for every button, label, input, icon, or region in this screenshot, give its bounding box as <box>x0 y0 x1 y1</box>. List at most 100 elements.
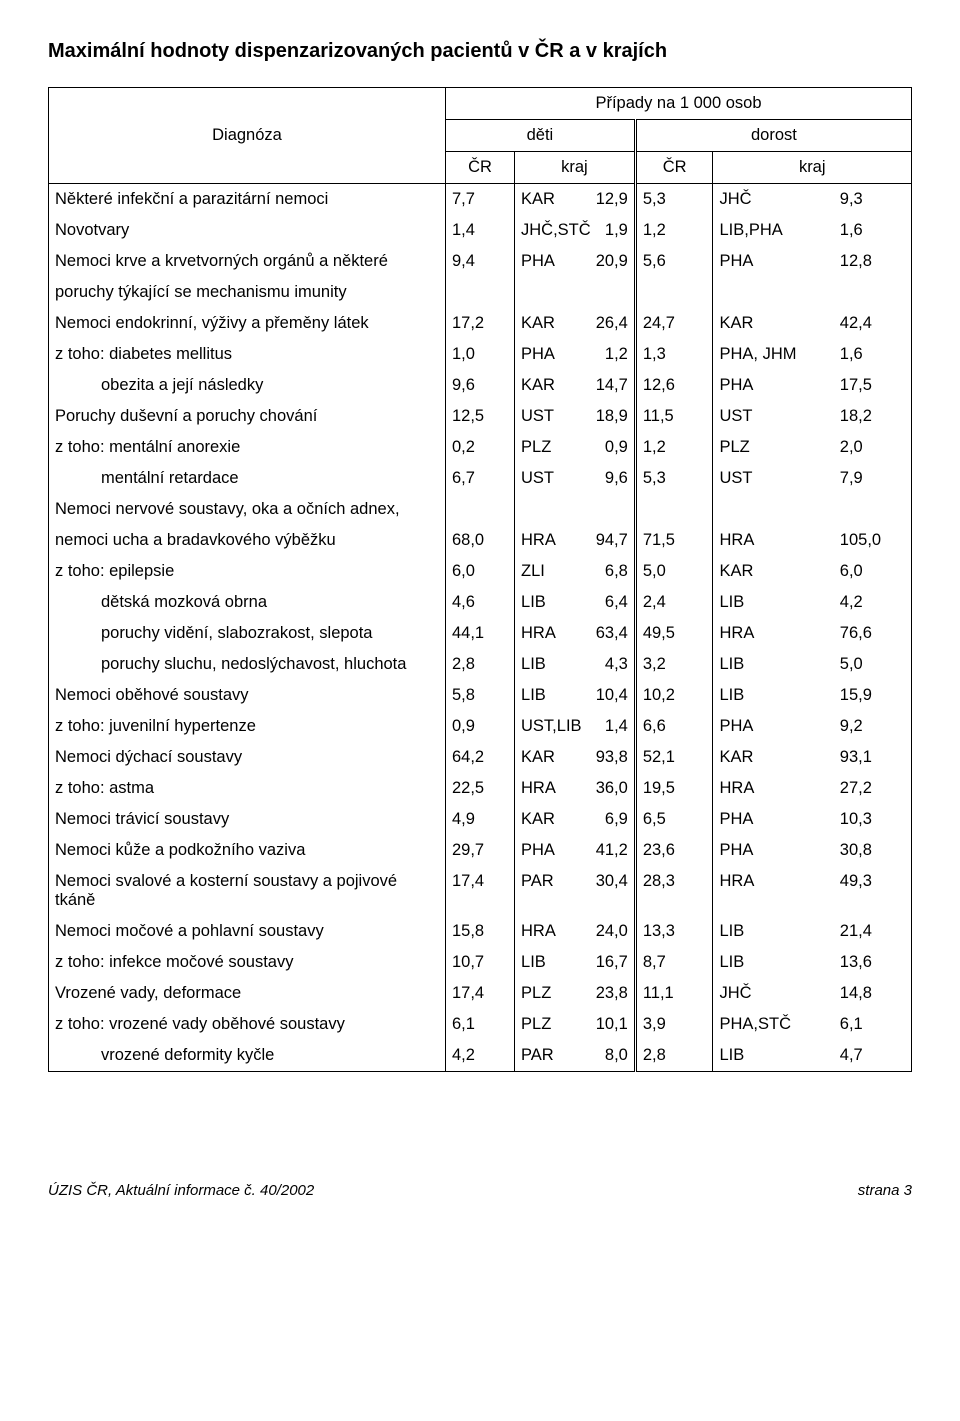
cell-diagnosis: poruchy vidění, slabozrakost, slepota <box>49 618 446 649</box>
cell-cr-dorost: 1,3 <box>635 339 713 370</box>
cell-cr-deti: 5,8 <box>445 680 514 711</box>
cell-kraj-dorost-code: HRA <box>713 618 834 649</box>
cell-cr-dorost: 49,5 <box>635 618 713 649</box>
cell-kraj-deti: LIB6,4 <box>515 587 636 618</box>
cell-cr-dorost: 1,2 <box>635 432 713 463</box>
cell-kraj-dorost-code: KAR <box>713 556 834 587</box>
cell-kraj-dorost-code: LIB <box>713 916 834 947</box>
cell-diagnosis: z toho: juvenilní hypertenze <box>49 711 446 742</box>
cell-kraj-dorost-val: 30,8 <box>834 835 912 866</box>
table-row: poruchy vidění, slabozrakost, slepota44,… <box>49 618 912 649</box>
cell-kraj-deti: JHČ,STČ1,9 <box>515 215 636 246</box>
cell-cr-dorost: 6,6 <box>635 711 713 742</box>
cell-kraj-deti: ZLI6,8 <box>515 556 636 587</box>
cell-kraj-dorost-val: 14,8 <box>834 978 912 1009</box>
cell-diagnosis: Novotvary <box>49 215 446 246</box>
table-row: Nemoci svalové a kosterní soustavy a poj… <box>49 866 912 916</box>
table-row: poruchy sluchu, nedoslýchavost, hluchota… <box>49 649 912 680</box>
cell-cr-deti: 15,8 <box>445 916 514 947</box>
cell-kraj-deti: KAR12,9 <box>515 184 636 216</box>
cell-kraj-dorost-val: 5,0 <box>834 649 912 680</box>
cell-cr-dorost: 5,3 <box>635 463 713 494</box>
footer-right: strana 3 <box>858 1182 912 1199</box>
cell-cr-deti: 6,7 <box>445 463 514 494</box>
cell-cr-dorost: 2,4 <box>635 587 713 618</box>
cell-kraj-deti: UST18,9 <box>515 401 636 432</box>
cell-cr-dorost: 6,5 <box>635 804 713 835</box>
cell-kraj-dorost-val: 18,2 <box>834 401 912 432</box>
cell-kraj-dorost-val: 49,3 <box>834 866 912 916</box>
cell-kraj-dorost-val: 9,3 <box>834 184 912 216</box>
cell-cr-deti: 6,1 <box>445 1009 514 1040</box>
cell-kraj-dorost-code: LIB <box>713 587 834 618</box>
header-cr-1: ČR <box>445 152 514 184</box>
table-row: nemoci ucha a bradavkového výběžku68,0HR… <box>49 525 912 556</box>
cell-cr-deti: 17,4 <box>445 978 514 1009</box>
table-row: Nemoci kůže a podkožního vaziva29,7PHA41… <box>49 835 912 866</box>
cell-kraj-deti: HRA63,4 <box>515 618 636 649</box>
cell-cr-dorost: 5,3 <box>635 184 713 216</box>
cell-kraj-dorost-code: LIB,PHA <box>713 215 834 246</box>
cell-kraj-dorost-val: 12,8 <box>834 246 912 277</box>
cell-kraj-deti: HRA36,0 <box>515 773 636 804</box>
table-row: vrozené deformity kyčle4,2PAR8,02,8LIB4,… <box>49 1040 912 1072</box>
cell-kraj-deti: UST,LIB1,4 <box>515 711 636 742</box>
cell-cr-deti: 68,0 <box>445 525 514 556</box>
cell-diagnosis: Nemoci svalové a kosterní soustavy a poj… <box>49 866 446 916</box>
cell-cr-deti: 2,8 <box>445 649 514 680</box>
cell-cr-deti: 0,2 <box>445 432 514 463</box>
cell-kraj-deti: PLZ10,1 <box>515 1009 636 1040</box>
cell-kraj-deti: HRA94,7 <box>515 525 636 556</box>
cell-kraj-dorost-val: 4,2 <box>834 587 912 618</box>
table-row: z toho: infekce močové soustavy10,7LIB16… <box>49 947 912 978</box>
cell-cr-deti: 17,4 <box>445 866 514 916</box>
table-row: Nemoci oběhové soustavy5,8LIB10,410,2LIB… <box>49 680 912 711</box>
cell-kraj-dorost-code: LIB <box>713 947 834 978</box>
cell-kraj-dorost-code: PHA, JHM <box>713 339 834 370</box>
cell-kraj-deti: PAR30,4 <box>515 866 636 916</box>
cell-cr-dorost: 19,5 <box>635 773 713 804</box>
cell-kraj-dorost-code: PHA <box>713 835 834 866</box>
cell-cr-deti: 29,7 <box>445 835 514 866</box>
cell-kraj-dorost-code: UST <box>713 463 834 494</box>
cell-cr-dorost: 8,7 <box>635 947 713 978</box>
cell-cr-deti: 1,4 <box>445 215 514 246</box>
cell-kraj-dorost-val: 15,9 <box>834 680 912 711</box>
table-row: dětská mozková obrna4,6LIB6,42,4LIB4,2 <box>49 587 912 618</box>
cell-kraj-dorost-val: 17,5 <box>834 370 912 401</box>
header-diagnoza: Diagnóza <box>49 120 446 152</box>
table-row: z toho: vrozené vady oběhové soustavy6,1… <box>49 1009 912 1040</box>
table-row: Nemoci endokrinní, výživy a přeměny láte… <box>49 308 912 339</box>
table-row: Vrozené vady, deformace17,4PLZ23,811,1JH… <box>49 978 912 1009</box>
table-row: mentální retardace6,7UST9,65,3UST7,9 <box>49 463 912 494</box>
cell-cr-dorost: 3,9 <box>635 1009 713 1040</box>
cell-diagnosis: Nemoci endokrinní, výživy a přeměny láte… <box>49 308 446 339</box>
cell-cr-dorost: 10,2 <box>635 680 713 711</box>
cell-diagnosis: Nemoci krve a krvetvorných orgánů a někt… <box>49 246 446 277</box>
table-row: Některé infekční a parazitární nemoci7,7… <box>49 184 912 216</box>
cell-kraj-dorost-val: 42,4 <box>834 308 912 339</box>
cell-diagnosis: Nemoci kůže a podkožního vaziva <box>49 835 446 866</box>
cell-kraj-deti: LIB10,4 <box>515 680 636 711</box>
cell-diagnosis: Nemoci trávicí soustavy <box>49 804 446 835</box>
cell-diagnosis: z toho: diabetes mellitus <box>49 339 446 370</box>
cell-diagnosis: dětská mozková obrna <box>49 587 446 618</box>
cell-cr-deti: 64,2 <box>445 742 514 773</box>
table-row: z toho: juvenilní hypertenze0,9UST,LIB1,… <box>49 711 912 742</box>
cell-kraj-dorost-code: PHA <box>713 804 834 835</box>
cell-diagnosis: poruchy sluchu, nedoslýchavost, hluchota <box>49 649 446 680</box>
table-row: poruchy týkající se mechanismu imunity <box>49 277 912 308</box>
cell-cr-deti: 4,6 <box>445 587 514 618</box>
cell-kraj-dorost-val: 4,7 <box>834 1040 912 1072</box>
cell-diagnosis: Nemoci nervové soustavy, oka a očních ad… <box>49 494 446 525</box>
header-deti: děti <box>445 120 635 152</box>
cell-kraj-dorost-val: 9,2 <box>834 711 912 742</box>
cell-diagnosis: poruchy týkající se mechanismu imunity <box>49 277 446 308</box>
cell-kraj-dorost-code: PLZ <box>713 432 834 463</box>
cell-cr-deti: 0,9 <box>445 711 514 742</box>
cell-kraj-dorost-val: 7,9 <box>834 463 912 494</box>
cell-kraj-dorost-val: 10,3 <box>834 804 912 835</box>
cell-kraj-dorost-code: PHA <box>713 246 834 277</box>
table-row: Poruchy duševní a poruchy chování12,5UST… <box>49 401 912 432</box>
header-supertitle: Případy na 1 000 osob <box>445 88 911 120</box>
